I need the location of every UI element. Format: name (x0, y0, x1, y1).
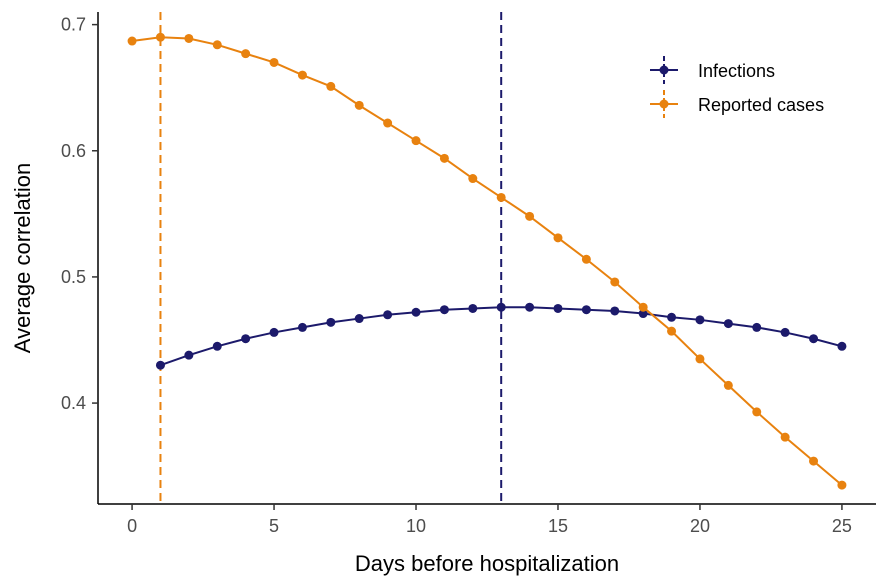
data-point-reported-cases (723, 380, 733, 390)
y-tick-label: 0.7 (61, 15, 86, 35)
data-point-infections (581, 305, 591, 315)
data-point-infections (354, 314, 364, 324)
data-point-reported-cases (553, 233, 563, 243)
legend-key-point-reported-cases (659, 99, 669, 109)
data-point-infections (184, 350, 194, 360)
data-point-reported-cases (610, 277, 620, 287)
data-point-infections (638, 309, 648, 319)
data-point-infections (468, 303, 478, 313)
data-point-infections (383, 310, 393, 320)
data-point-infections (723, 319, 733, 329)
data-point-reported-cases (354, 100, 364, 110)
data-point-reported-cases (439, 153, 449, 163)
data-point-reported-cases (212, 40, 222, 50)
x-tick-label: 20 (690, 516, 710, 536)
data-point-infections (297, 322, 307, 332)
data-point-reported-cases (269, 57, 279, 67)
data-point-reported-cases (581, 254, 591, 264)
data-point-reported-cases (780, 432, 790, 442)
legend-key-point-infections (659, 65, 669, 75)
legend-label-reported-cases: Reported cases (698, 95, 824, 115)
data-point-infections (496, 302, 506, 312)
data-point-infections (667, 312, 677, 322)
data-point-infections (695, 315, 705, 325)
data-point-infections (780, 327, 790, 337)
data-point-infections (553, 303, 563, 313)
data-point-reported-cases (468, 174, 478, 184)
data-point-reported-cases (155, 32, 165, 42)
x-tick-label: 25 (832, 516, 852, 536)
data-point-reported-cases (809, 456, 819, 466)
data-point-reported-cases (496, 192, 506, 202)
data-point-infections (155, 360, 165, 370)
legend-label-infections: Infections (698, 61, 775, 81)
x-tick-label: 15 (548, 516, 568, 536)
data-point-reported-cases (184, 33, 194, 43)
data-point-reported-cases (752, 407, 762, 417)
data-point-reported-cases (326, 81, 336, 91)
data-point-infections (525, 302, 535, 312)
data-point-reported-cases (297, 70, 307, 80)
data-point-reported-cases (383, 118, 393, 128)
x-tick-label: 10 (406, 516, 426, 536)
series-line-reported-cases (131, 36, 843, 486)
data-point-reported-cases (525, 211, 535, 221)
y-tick-label: 0.5 (61, 267, 86, 287)
data-point-infections (752, 322, 762, 332)
axes: 0 5 10 15 20 25 0.4 0.5 0.6 0.7 (61, 12, 876, 536)
data-point-reported-cases (695, 354, 705, 364)
data-point-reported-cases (837, 480, 847, 490)
data-point-reported-cases (127, 36, 137, 46)
data-point-infections (809, 334, 819, 344)
data-point-infections (212, 341, 222, 351)
x-tick-label: 0 (127, 516, 137, 536)
legend: Infections Reported cases (650, 56, 824, 118)
plot-area (127, 12, 847, 504)
data-point-infections (439, 305, 449, 315)
data-point-reported-cases (411, 136, 421, 146)
y-axis-title: Average correlation (10, 163, 35, 353)
data-point-infections (269, 327, 279, 337)
x-axis-title: Days before hospitalization (355, 551, 619, 576)
data-point-infections (326, 317, 336, 327)
y-tick-label: 0.6 (61, 141, 86, 161)
data-point-infections (837, 341, 847, 351)
x-tick-label: 5 (269, 516, 279, 536)
data-point-reported-cases (638, 302, 648, 312)
data-point-reported-cases (241, 49, 251, 59)
data-point-infections (610, 306, 620, 316)
data-point-infections (411, 307, 421, 317)
data-point-infections (241, 334, 251, 344)
data-point-reported-cases (667, 326, 677, 336)
y-tick-label: 0.4 (61, 393, 86, 413)
